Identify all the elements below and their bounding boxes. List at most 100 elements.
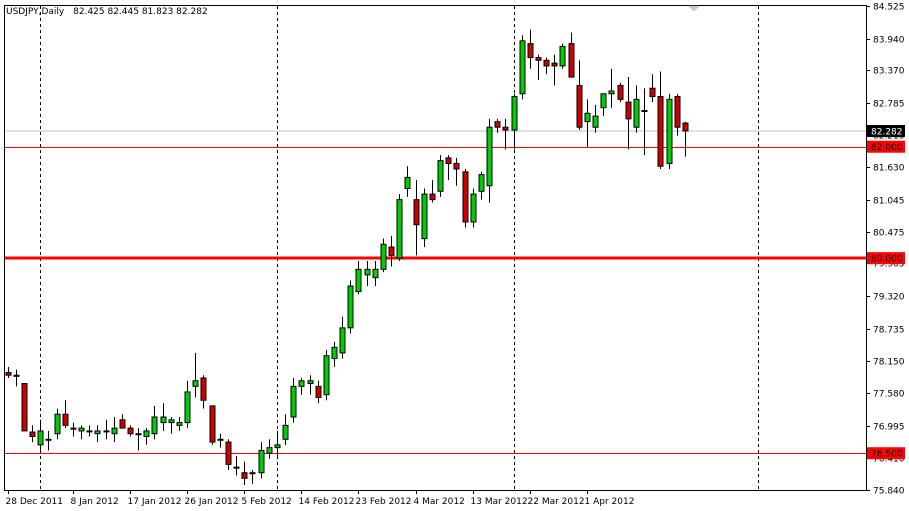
candle [388,235,395,267]
candle-body-bull [282,424,289,440]
candle [494,118,501,133]
candle-body-bull [347,285,354,329]
candle [641,88,648,156]
candle [559,43,566,69]
candle-body-bull [290,385,297,418]
current-price-tag-box [867,124,905,137]
candle-body-bull [233,466,240,469]
candle-body-bull [339,327,346,354]
candle [666,93,673,170]
y-tick-label: 79.320 [873,293,905,303]
candle [160,403,167,431]
symbol-label: USDJPY,Daily [6,7,65,17]
candle-body-bull [298,380,305,387]
candle-body-bull [421,193,428,240]
level-tag-box [867,252,905,265]
y-tick-label: 81.045 [873,197,905,207]
candle [355,260,362,295]
x-tick-label: 14 Feb 2012 [299,497,355,507]
candle [380,238,387,273]
candle [209,405,216,445]
candle-body-bull [274,444,281,449]
candle-body-bull [54,413,61,435]
candle [176,416,183,431]
candle [323,350,330,401]
candle-body-bull [258,449,265,474]
candle-body-bear [21,383,28,432]
candle [519,35,526,100]
y-tick-label: 84.525 [873,3,905,13]
level-tag: 82.000 [867,140,905,153]
x-tick-label: 26 Jan 2012 [185,497,239,507]
candle-body-bull [37,430,44,446]
candle [307,375,314,395]
candle [453,157,460,186]
candle-body-bear [462,171,469,223]
candle-body-bear [413,199,420,226]
time-axis[interactable]: 28 Dec 2011 8 Jan 2012 17 Jan 2012 26 Jan 2… [6,490,635,507]
x-tick-label: 1 Apr 2012 [585,497,635,507]
price-axis[interactable]: 84.52583.94083.37082.78582.21581.63081.0… [866,3,905,497]
candle-body-bull [184,391,191,424]
candle [600,93,607,117]
candle [290,377,297,423]
y-tick-label: 83.940 [873,36,905,46]
candle-body-bull [364,268,371,276]
x-tick-label: 4 Mar 2012 [414,497,465,507]
current-price-tag-label: 82.282 [871,127,903,137]
candle [486,118,493,203]
horizontal-levels [4,130,866,454]
candle-body-bear [5,371,12,376]
candle-body-bear [551,62,558,67]
candle [617,82,624,103]
candle-body-bull [94,430,101,435]
collapse-arrow-icon[interactable] [688,5,700,12]
x-tick-label: 23 Feb 2012 [356,497,412,507]
candle [298,377,305,395]
y-tick-label: 81.630 [873,164,905,174]
candle-body-bear [127,427,134,435]
candle [143,428,150,445]
candle [94,425,101,443]
candle-body-bull [404,176,411,190]
candle-body-bear [625,101,632,120]
candle [625,77,632,150]
candle-body-bear [568,43,575,78]
candle [437,155,444,197]
y-tick-label: 83.370 [873,67,905,77]
candle [502,118,509,150]
candle-body-bear [682,122,689,132]
candle-body-bull [13,374,20,377]
candle-body-bull [372,268,379,279]
candle [331,341,338,367]
candle [241,461,248,485]
candle [470,188,477,228]
candle [592,104,599,133]
candle [535,54,542,80]
level-tag-box [867,140,905,153]
y-tick-label: 76.995 [873,423,905,433]
candle-body-bear [445,157,452,164]
candle-body-bull [600,93,607,109]
candle-body-bear [200,377,207,401]
candle [5,366,12,378]
candle-body-bull [103,430,110,433]
candle-body-bear [241,472,248,479]
candle [258,442,265,479]
candle [119,414,126,429]
candle-body-bear [209,405,216,443]
y-tick-label: 78.735 [873,326,905,336]
candle-body-bull [192,380,199,387]
ohlc-label: 82.425 82.445 81.823 82.282 [73,7,208,17]
y-tick-label: 78.150 [873,358,905,368]
candle [233,456,240,476]
candle-body-bull [511,96,518,131]
candle-body-bull [135,433,142,436]
candle [511,93,518,150]
candle [249,469,256,484]
candle [584,99,591,147]
candle [217,433,224,448]
candle [543,57,550,75]
